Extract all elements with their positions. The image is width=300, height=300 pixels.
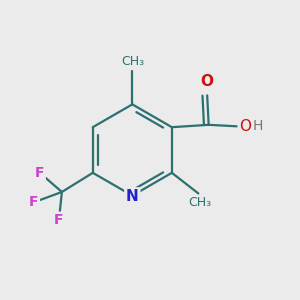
Text: CH₃: CH₃	[121, 55, 144, 68]
Text: O: O	[201, 74, 214, 89]
Text: F: F	[35, 166, 45, 180]
Text: O: O	[239, 119, 251, 134]
Text: F: F	[29, 195, 39, 209]
Text: N: N	[126, 189, 139, 204]
Text: H: H	[253, 119, 263, 133]
Text: CH₃: CH₃	[188, 196, 212, 209]
Text: F: F	[54, 213, 64, 227]
